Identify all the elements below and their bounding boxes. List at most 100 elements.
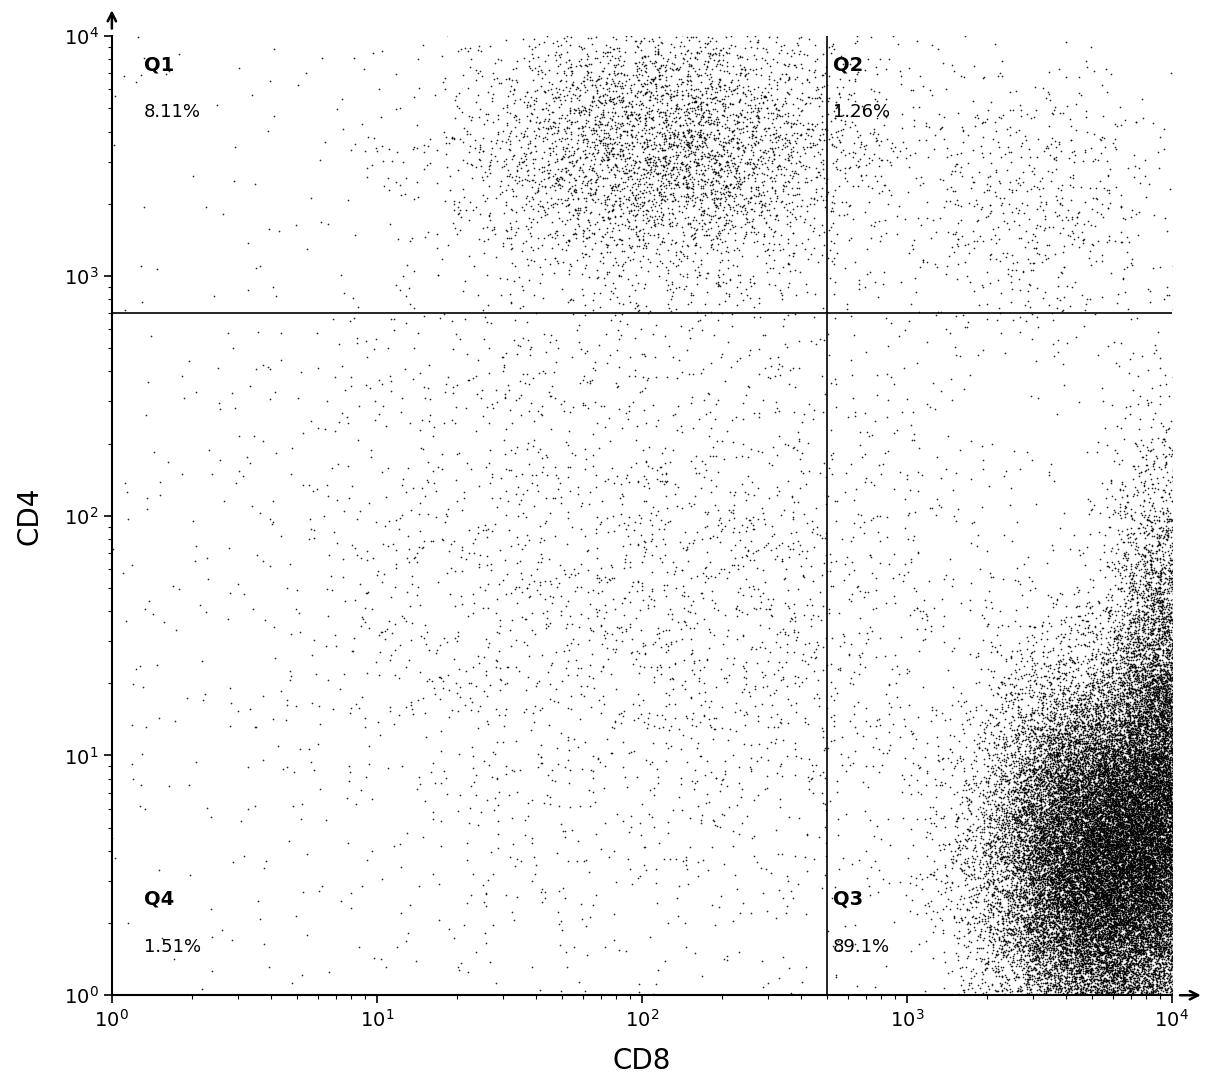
Point xyxy=(1097,910,1117,928)
Point xyxy=(1142,752,1161,770)
Point xyxy=(966,195,986,213)
Point xyxy=(849,280,868,298)
Point xyxy=(1025,712,1044,729)
Point xyxy=(1147,920,1166,937)
Point xyxy=(1056,920,1075,937)
Point xyxy=(936,192,955,209)
Point xyxy=(1104,882,1124,899)
Point xyxy=(1146,786,1165,803)
Point xyxy=(414,307,434,325)
Point xyxy=(1057,723,1077,740)
Point xyxy=(1020,984,1039,1002)
Point xyxy=(1104,932,1124,949)
Point xyxy=(1170,668,1189,686)
Point xyxy=(1066,941,1085,958)
Point xyxy=(1109,792,1129,810)
Point xyxy=(1103,886,1123,904)
Point xyxy=(1028,895,1048,912)
Point xyxy=(1143,896,1163,913)
Point xyxy=(1077,912,1096,930)
Point xyxy=(1170,715,1189,732)
Point xyxy=(1043,846,1062,863)
Point xyxy=(1164,790,1183,808)
Point xyxy=(1140,978,1159,995)
Point xyxy=(1144,871,1164,888)
Point xyxy=(541,421,561,438)
Point xyxy=(1069,840,1089,858)
Point xyxy=(1020,725,1039,742)
Point xyxy=(1155,728,1175,746)
Point xyxy=(487,392,506,410)
Point xyxy=(1079,826,1098,844)
Point xyxy=(1141,766,1160,784)
Point xyxy=(1049,889,1068,907)
Point xyxy=(1027,873,1046,891)
Point xyxy=(1087,800,1107,818)
Point xyxy=(1164,772,1183,789)
Point xyxy=(1011,982,1031,1000)
Point xyxy=(1115,794,1135,811)
Point xyxy=(1133,678,1153,695)
Point xyxy=(1083,861,1102,879)
Point xyxy=(1137,850,1157,868)
Point xyxy=(687,50,706,68)
Point xyxy=(1102,602,1121,619)
Point xyxy=(1034,729,1054,747)
Point xyxy=(1020,777,1039,795)
Point xyxy=(1085,735,1104,752)
Point xyxy=(586,171,606,189)
Point xyxy=(652,199,671,217)
Point xyxy=(943,853,963,871)
Point xyxy=(1094,903,1113,920)
Point xyxy=(1120,712,1140,729)
Point xyxy=(1075,824,1095,841)
Point xyxy=(1167,644,1187,662)
Point xyxy=(1147,702,1166,719)
Point xyxy=(299,531,318,548)
Point xyxy=(1161,912,1181,930)
Point xyxy=(1101,811,1120,828)
Point xyxy=(1109,804,1129,822)
Point xyxy=(1125,656,1144,674)
Point xyxy=(949,959,969,977)
Point xyxy=(1098,827,1118,845)
Point xyxy=(1107,857,1126,874)
Point xyxy=(1098,770,1118,787)
Point xyxy=(1117,732,1136,750)
Point xyxy=(1110,827,1130,845)
Point xyxy=(1170,965,1189,982)
Point xyxy=(1153,609,1172,627)
Point xyxy=(1130,965,1149,982)
Point xyxy=(1159,569,1178,586)
Point xyxy=(1148,847,1167,864)
Point xyxy=(1072,801,1091,819)
Point xyxy=(1109,785,1129,802)
Point xyxy=(1119,899,1138,917)
Point xyxy=(1038,731,1057,749)
Point xyxy=(1074,969,1094,986)
Point xyxy=(1137,711,1157,728)
Point xyxy=(1079,944,1098,961)
Point xyxy=(1096,942,1115,959)
Point xyxy=(952,860,971,877)
Point xyxy=(1135,828,1154,846)
Point xyxy=(1146,946,1165,964)
Point xyxy=(1061,872,1080,889)
Point xyxy=(1115,750,1135,767)
Point xyxy=(735,60,754,77)
Point xyxy=(1091,897,1110,915)
Point xyxy=(1132,919,1152,936)
Point xyxy=(1055,912,1074,930)
Point xyxy=(1095,872,1114,889)
Point xyxy=(1023,801,1043,819)
Point xyxy=(1144,613,1164,630)
Point xyxy=(1153,493,1172,510)
Point xyxy=(1173,932,1193,949)
Point xyxy=(1102,777,1121,795)
Point xyxy=(1110,883,1130,900)
Point xyxy=(1058,896,1078,913)
Point xyxy=(1125,811,1144,828)
Point xyxy=(1148,812,1167,829)
Point xyxy=(1087,833,1107,850)
Point xyxy=(1078,776,1097,794)
